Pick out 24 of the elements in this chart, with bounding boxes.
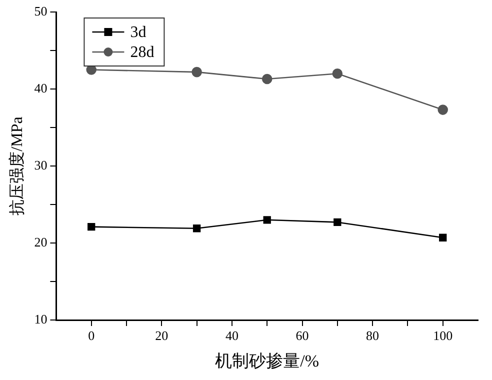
point (263, 216, 271, 224)
point (88, 223, 96, 231)
x-tick-label: 100 (433, 328, 453, 344)
legend-label: 3d (130, 24, 146, 42)
point (334, 218, 342, 226)
y-axis-title: 抗压强度/MPa (8, 116, 26, 216)
point (192, 66, 202, 78)
y-tick-label: 50 (34, 3, 48, 18)
y-tick-label: 10 (34, 311, 48, 326)
x-axis-title: 机制砂掺量/% (215, 351, 320, 370)
point (262, 74, 272, 84)
point (332, 68, 343, 79)
x-tick-label: 60 (296, 328, 309, 344)
y-tick-label: 30 (34, 157, 48, 172)
x-tick-label: 80 (366, 328, 380, 344)
x-tick-label: 0 (88, 328, 95, 344)
point (192, 224, 201, 232)
x-tick-label: 40 (225, 328, 238, 344)
point (439, 234, 447, 242)
x-tick-label: 20 (155, 328, 168, 344)
legend-label: 28d (130, 44, 154, 62)
point (438, 104, 448, 115)
y-tick-label: 40 (34, 80, 48, 96)
y-tick-label: 20 (34, 234, 48, 250)
